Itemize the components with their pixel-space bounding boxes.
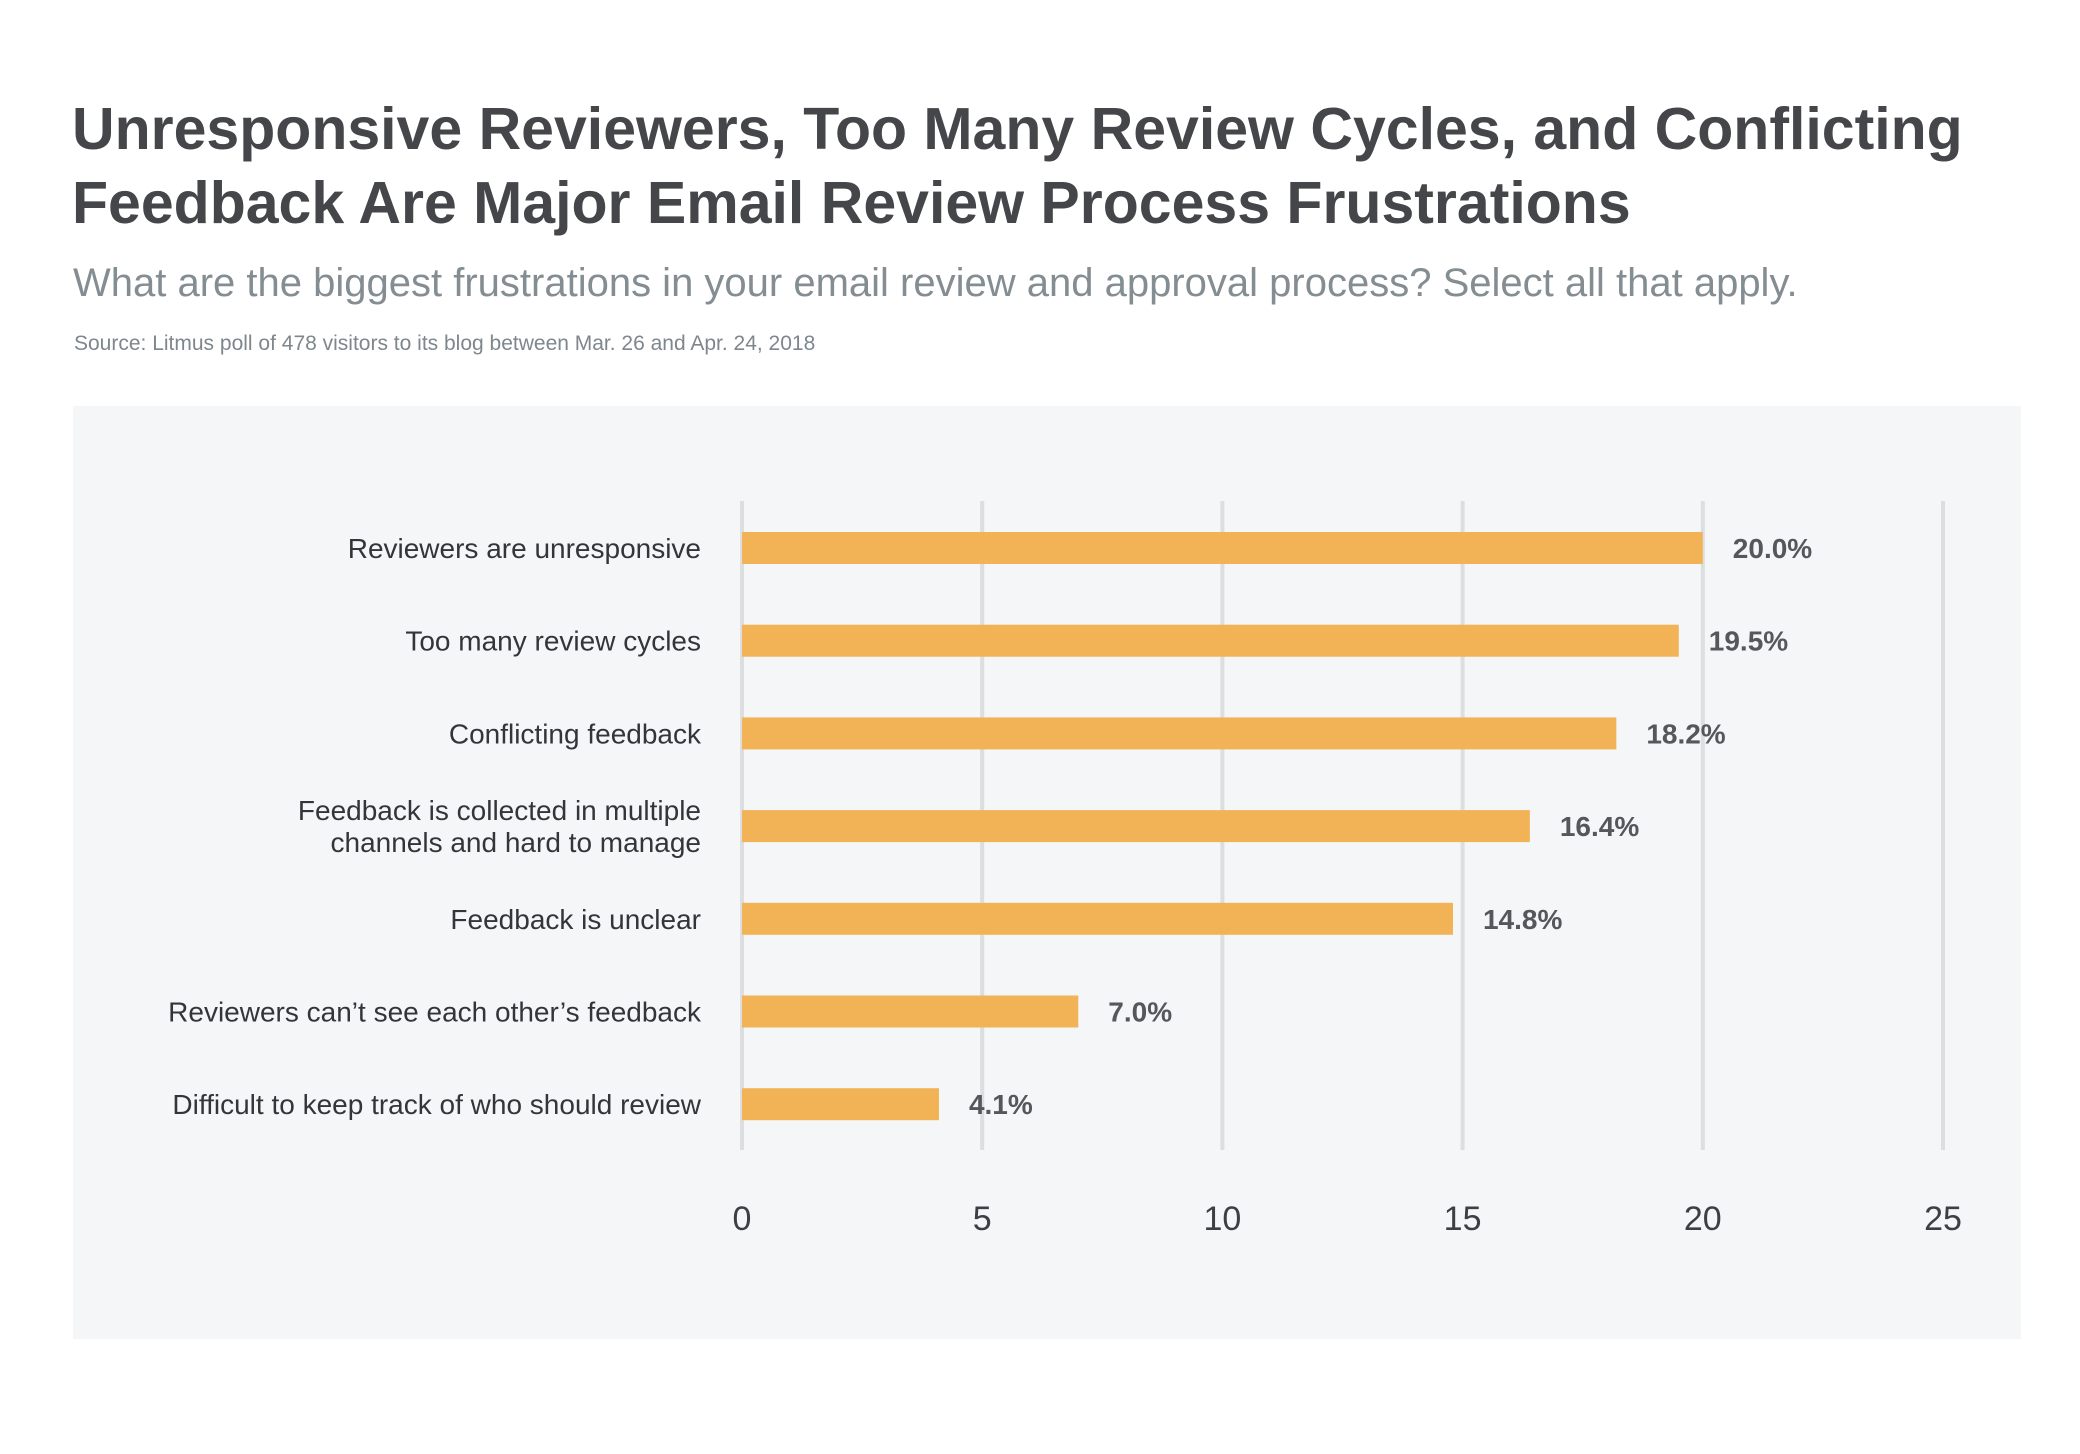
category-label-line: Feedback is collected in multiple <box>298 795 701 826</box>
chart-subtitle: What are the biggest frustrations in you… <box>73 261 1798 305</box>
bar <box>742 717 1617 750</box>
x-tick-label: 20 <box>1684 1200 1722 1238</box>
category-label: Reviewers can’t see each other’s feedbac… <box>168 997 702 1028</box>
value-label: 20.0% <box>1733 533 1812 564</box>
chart-panel: Reviewers are unresponsive Too many revie… <box>73 406 2021 1339</box>
category-label-line: Too many review cycles <box>405 626 701 657</box>
category-label-line: channels and hard to manage <box>331 827 702 858</box>
bar <box>742 624 1679 657</box>
x-tick-label: 5 <box>973 1200 992 1238</box>
category-label-line: Reviewers are unresponsive <box>348 533 701 564</box>
x-tick-label: 25 <box>1924 1200 1962 1238</box>
value-label: 7.0% <box>1108 997 1172 1028</box>
category-label-line: Difficult to keep track of who should re… <box>172 1089 701 1120</box>
bar <box>742 532 1703 564</box>
x-tick-label: 0 <box>733 1200 752 1238</box>
category-label: Conflicting feedback <box>449 718 702 749</box>
value-labels: 20.0% 19.5% 18.2% 16.4% 14.8% 7.0% 4.1% <box>969 533 1812 1120</box>
category-label: Difficult to keep track of who should re… <box>172 1089 701 1120</box>
chart-source-note: Source: Litmus poll of 478 visitors to i… <box>74 332 816 355</box>
value-label: 16.4% <box>1560 811 1639 842</box>
bar <box>742 902 1453 935</box>
value-label: 19.5% <box>1709 626 1788 657</box>
bar-chart: Reviewers are unresponsive Too many revie… <box>168 501 1962 1238</box>
bar <box>742 810 1530 843</box>
chart-title: Unresponsive Reviewers, Too Many Review … <box>72 96 1963 236</box>
x-tick-label: 15 <box>1444 1200 1482 1238</box>
category-label-line: Conflicting feedback <box>449 718 702 749</box>
bar <box>742 1088 939 1121</box>
category-label: Feedback is collected in multiple channel… <box>298 795 701 858</box>
bars <box>742 532 1703 1121</box>
category-labels: Reviewers are unresponsive Too many revie… <box>168 533 702 1120</box>
category-label: Reviewers are unresponsive <box>348 533 701 564</box>
category-label: Feedback is unclear <box>450 904 701 935</box>
value-label: 4.1% <box>969 1089 1033 1120</box>
category-label-line: Reviewers can’t see each other’s feedbac… <box>168 997 702 1028</box>
value-label: 18.2% <box>1646 718 1725 749</box>
category-label-line: Feedback is unclear <box>450 904 701 935</box>
value-label: 14.8% <box>1483 904 1562 935</box>
x-axis-tick-labels: 0 5 10 15 20 25 <box>733 1200 1962 1238</box>
category-label: Too many review cycles <box>405 626 701 657</box>
x-tick-label: 10 <box>1203 1200 1241 1238</box>
bar <box>742 995 1079 1028</box>
